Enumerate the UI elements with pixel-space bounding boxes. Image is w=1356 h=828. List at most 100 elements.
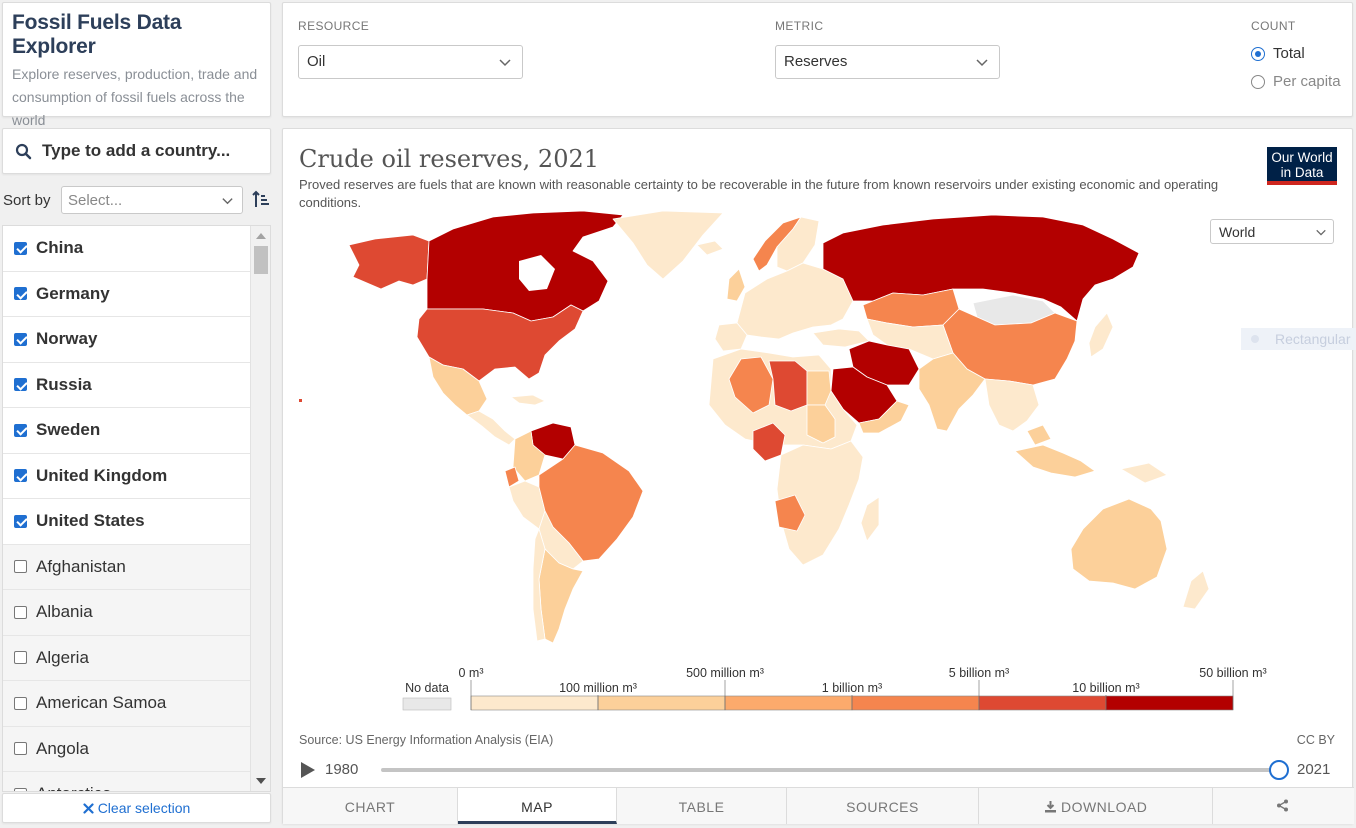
legend-no-data-label: No data xyxy=(405,681,449,695)
checkbox-unchecked-icon[interactable] xyxy=(14,651,27,665)
search-input[interactable] xyxy=(40,140,240,162)
clear-selection-button[interactable]: Clear selection xyxy=(2,793,271,823)
region-australia[interactable] xyxy=(1070,498,1168,590)
country-search[interactable] xyxy=(2,128,271,174)
region-iceland[interactable] xyxy=(696,240,724,256)
region-indonesia[interactable] xyxy=(1014,444,1096,478)
checkbox-checked-icon[interactable] xyxy=(14,287,27,301)
checkbox-unchecked-icon[interactable] xyxy=(14,787,27,791)
region-malaysia[interactable] xyxy=(1026,424,1052,446)
country-label: Sweden xyxy=(36,420,101,440)
region-ecuador[interactable] xyxy=(504,466,520,488)
region-angola[interactable] xyxy=(774,494,806,532)
region-united-kingdom[interactable] xyxy=(726,268,746,302)
country-label: Norway xyxy=(36,329,98,349)
list-scrollbar[interactable] xyxy=(250,226,270,791)
count-option-per-capita[interactable]: Per capita xyxy=(1251,73,1341,90)
checkbox-checked-icon[interactable] xyxy=(14,469,27,483)
region-europe[interactable] xyxy=(736,262,854,340)
radio-selected-icon[interactable] xyxy=(1251,46,1265,61)
download-icon xyxy=(1044,801,1056,813)
country-item[interactable]: China xyxy=(3,226,250,272)
radio-unselected-icon[interactable] xyxy=(1251,74,1265,89)
country-item[interactable]: American Samoa xyxy=(3,681,250,727)
country-item[interactable]: Angola xyxy=(3,726,250,772)
checkbox-unchecked-icon[interactable] xyxy=(14,696,27,710)
region-new-zealand[interactable] xyxy=(1182,570,1210,610)
timeline-end-year[interactable]: 2021 xyxy=(1297,761,1331,778)
count-option-total[interactable]: Total xyxy=(1251,45,1305,62)
region-egypt[interactable] xyxy=(806,370,832,406)
country-item[interactable]: Albania xyxy=(3,590,250,636)
sort-placeholder: Select... xyxy=(68,192,123,209)
region-sweden-finland[interactable] xyxy=(776,216,820,272)
region-oman-yemen[interactable] xyxy=(858,400,910,434)
region-papua[interactable] xyxy=(1120,462,1168,484)
metric-select[interactable]: Reserves xyxy=(775,45,1000,79)
chart-license[interactable]: CC BY xyxy=(1296,733,1335,747)
app-title: Fossil Fuels Data Explorer xyxy=(12,11,182,58)
region-southeast-asia[interactable] xyxy=(984,378,1040,432)
region-hawaii[interactable] xyxy=(299,399,302,402)
region-greenland[interactable] xyxy=(612,210,724,280)
tab-download[interactable]: DOWNLOAD xyxy=(979,788,1213,824)
share-button[interactable] xyxy=(1213,788,1352,824)
region-chile[interactable] xyxy=(532,528,546,642)
checkbox-checked-icon[interactable] xyxy=(14,514,27,528)
map-legend: No data 0 m³ 100 million m³ 500 million m³ 1… xyxy=(402,666,1267,711)
resource-label: RESOURCE xyxy=(298,19,370,33)
sort-select[interactable]: Select... xyxy=(61,186,243,214)
projection-hint: Rectangular xyxy=(1241,328,1356,350)
scroll-thumb[interactable] xyxy=(254,246,268,274)
region-libya[interactable] xyxy=(768,360,808,412)
region-sudan[interactable] xyxy=(806,404,836,444)
legend-tick-label: 5 billion m³ xyxy=(949,666,1009,680)
timeline-handle[interactable] xyxy=(1269,760,1289,780)
checkbox-checked-icon[interactable] xyxy=(14,423,27,437)
resource-select[interactable]: Oil xyxy=(298,45,523,79)
tab-table[interactable]: TABLE xyxy=(617,788,787,824)
country-item[interactable]: Antarctica xyxy=(3,772,250,791)
world-map[interactable] xyxy=(283,209,1354,649)
checkbox-checked-icon[interactable] xyxy=(14,332,27,346)
owid-logo[interactable]: Our World in Data xyxy=(1267,147,1337,185)
region-alaska[interactable] xyxy=(348,234,430,290)
scroll-up-icon[interactable] xyxy=(256,233,266,239)
region-caribbean[interactable] xyxy=(510,394,546,406)
sort-order-icon[interactable] xyxy=(251,190,271,210)
region-algeria[interactable] xyxy=(728,356,774,414)
tab-sources[interactable]: SOURCES xyxy=(787,788,979,824)
tab-label: SOURCES xyxy=(846,799,919,815)
region-japan[interactable] xyxy=(1088,312,1114,358)
country-item[interactable]: United Kingdom xyxy=(3,453,250,499)
checkbox-unchecked-icon[interactable] xyxy=(14,742,27,756)
checkbox-checked-icon[interactable] xyxy=(14,241,27,255)
chart-title: Crude oil reserves, 2021 xyxy=(299,145,599,173)
tab-map[interactable]: MAP xyxy=(458,788,617,824)
country-item[interactable]: Sweden xyxy=(3,408,250,454)
country-item[interactable]: Afghanistan xyxy=(3,544,250,590)
country-item[interactable]: Algeria xyxy=(3,635,250,681)
play-icon[interactable] xyxy=(301,762,315,778)
checkbox-checked-icon[interactable] xyxy=(14,378,27,392)
chart-subtitle: Proved reserves are fuels that are known… xyxy=(299,177,1219,210)
checkbox-unchecked-icon[interactable] xyxy=(14,560,27,574)
scroll-down-icon[interactable] xyxy=(256,778,266,784)
region-select[interactable]: World xyxy=(1210,219,1334,244)
tab-chart[interactable]: CHART xyxy=(283,788,458,824)
timeline-start-year[interactable]: 1980 xyxy=(325,761,359,778)
country-item[interactable]: United States xyxy=(3,499,250,545)
search-icon xyxy=(15,143,32,159)
checkbox-unchecked-icon[interactable] xyxy=(14,605,27,619)
legend-tick-label: 100 million m³ xyxy=(559,681,637,695)
region-madagascar[interactable] xyxy=(860,496,880,542)
country-item[interactable]: Norway xyxy=(3,317,250,363)
country-label: United Kingdom xyxy=(36,465,168,485)
region-central-america[interactable] xyxy=(466,410,516,446)
chevron-down-icon xyxy=(976,59,988,67)
chart-source[interactable]: Source: US Energy Information Analysis (… xyxy=(299,733,554,747)
country-item[interactable]: Russia xyxy=(3,362,250,408)
timeline-track[interactable] xyxy=(381,768,1279,772)
region-india[interactable] xyxy=(918,352,986,432)
country-item[interactable]: Germany xyxy=(3,271,250,317)
